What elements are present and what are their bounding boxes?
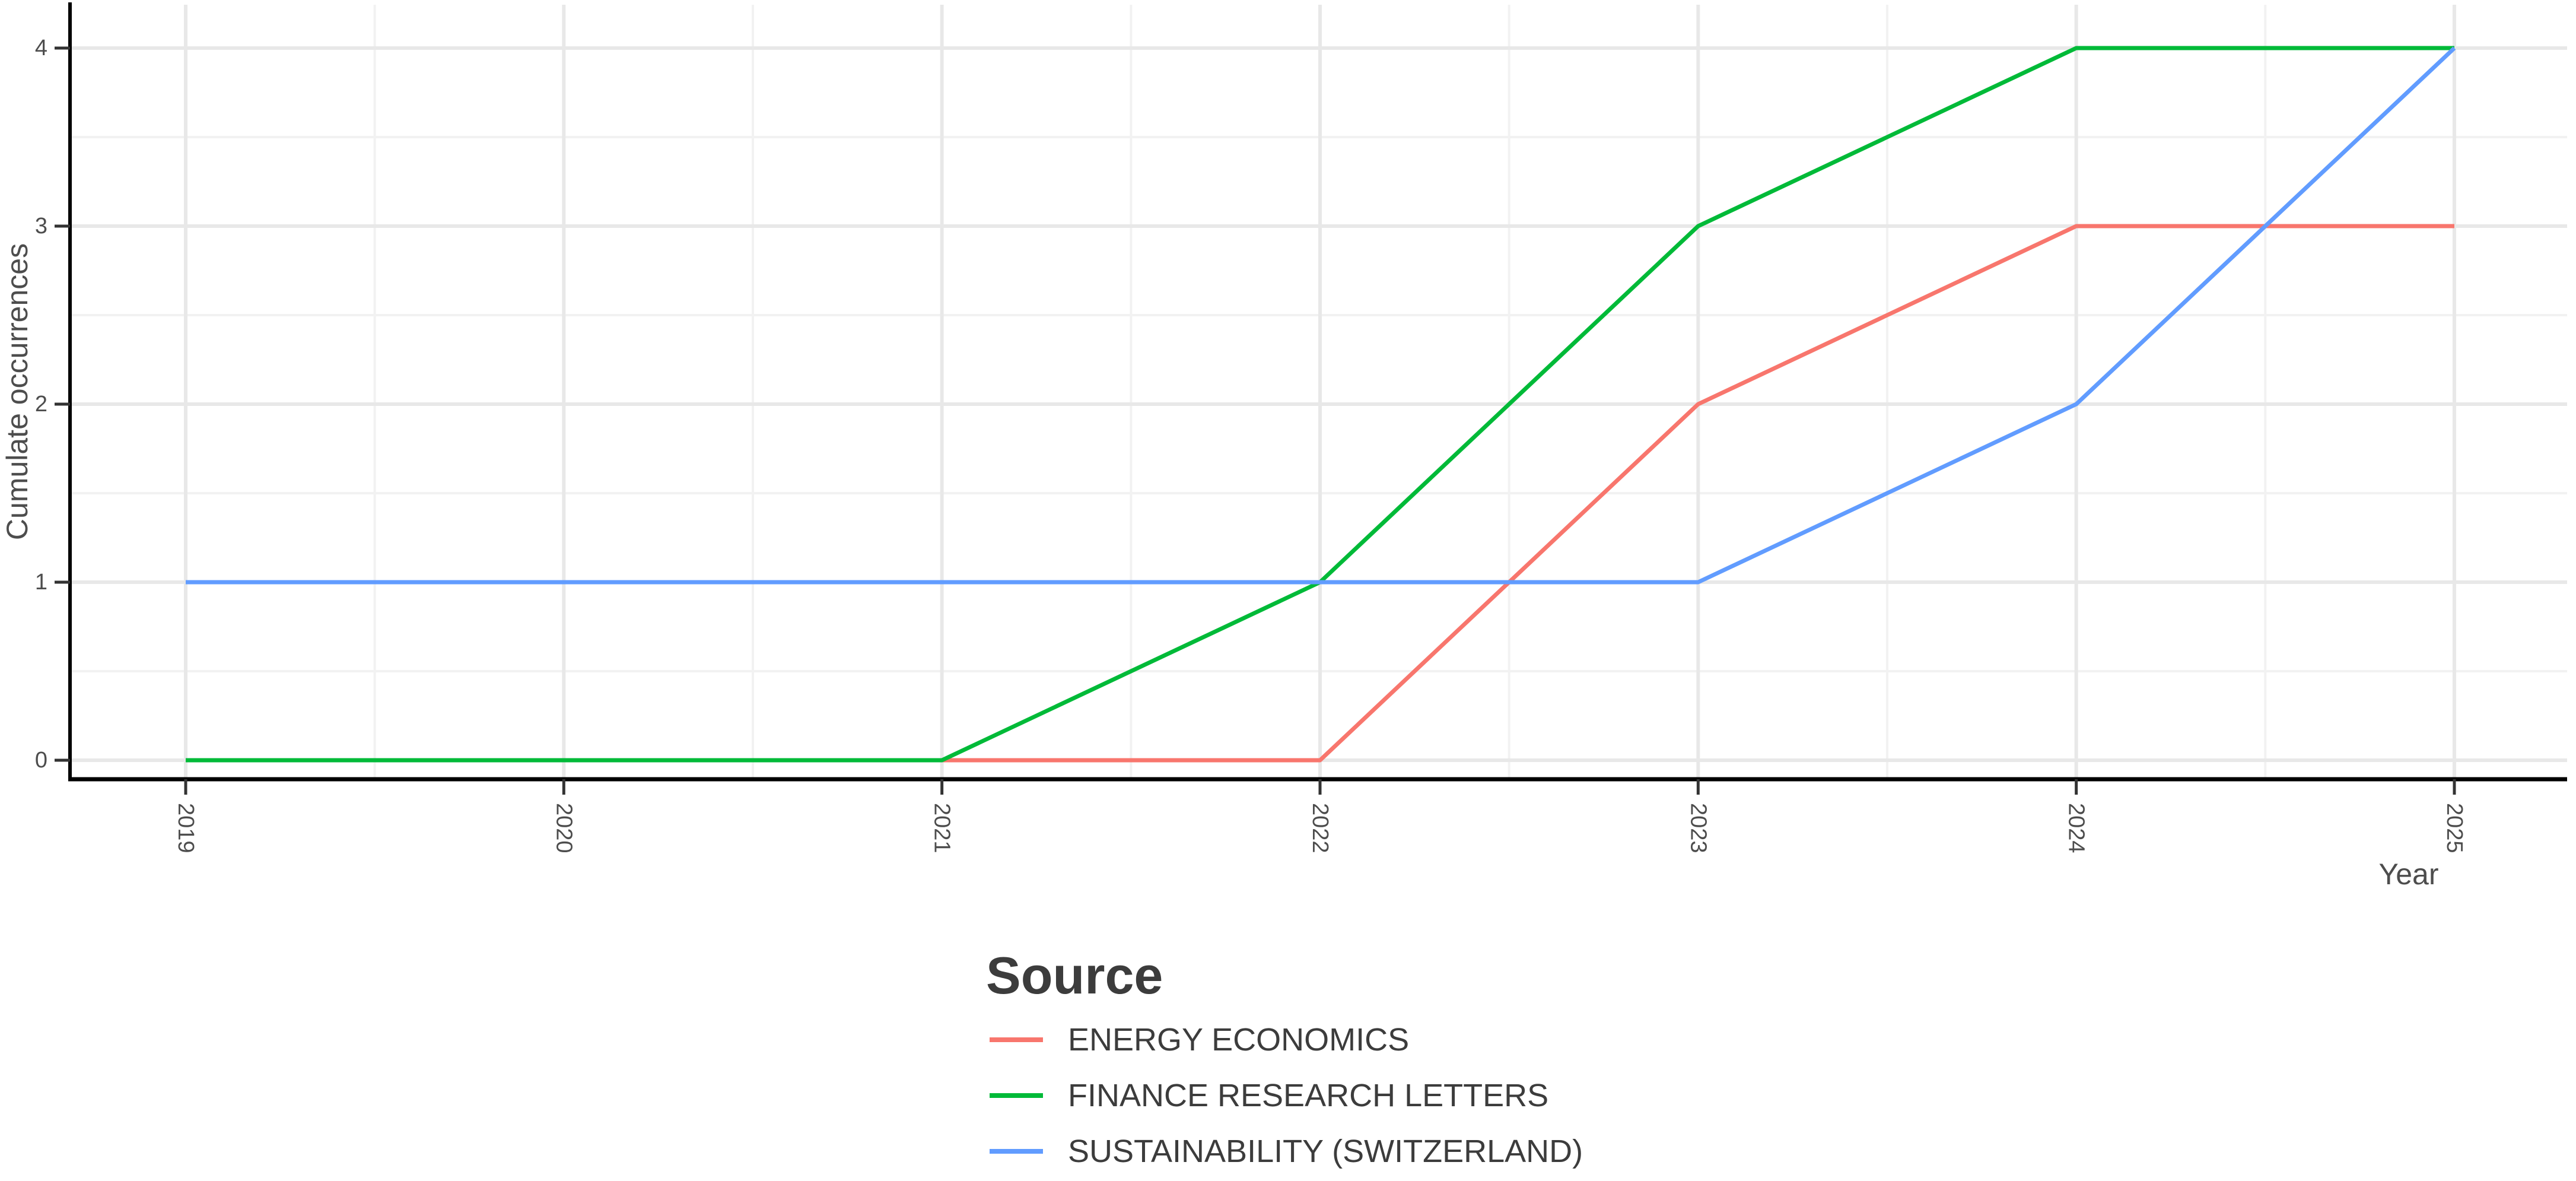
legend-entries: ENERGY ECONOMICS FINANCE RESEARCH LETTERS… xyxy=(990,1022,1583,1169)
legend-title: Source xyxy=(986,946,1163,1005)
x-axis-ticks: 2019 2020 2021 2022 2023 2024 2025 xyxy=(173,779,2467,853)
legend-label-finance-research-letters: FINANCE RESEARCH LETTERS xyxy=(1068,1078,1548,1113)
series-line-sustainability-switzerland xyxy=(186,46,2456,585)
x-tick-label-2023: 2023 xyxy=(1685,803,1710,853)
y-tick-label-0: 0 xyxy=(35,748,47,773)
x-tick-label-2024: 2024 xyxy=(2064,803,2089,853)
legend-label-energy-economics: ENERGY ECONOMICS xyxy=(1068,1022,1409,1058)
legend-label-sustainability-switzerland: SUSTAINABILITY (SWITZERLAND) xyxy=(1068,1134,1583,1169)
x-tick-label-2025: 2025 xyxy=(2442,803,2467,853)
x-axis-title: Year xyxy=(2378,858,2438,891)
y-tick-label-4: 4 xyxy=(35,36,47,61)
y-tick-label-3: 3 xyxy=(35,214,47,239)
x-tick-label-2020: 2020 xyxy=(551,803,576,853)
y-tick-label-2: 2 xyxy=(35,392,47,417)
x-tick-label-2022: 2022 xyxy=(1308,803,1332,853)
axes xyxy=(68,2,2567,782)
y-axis-ticks: 0 1 2 3 4 xyxy=(35,36,70,773)
x-tick-label-2019: 2019 xyxy=(173,803,198,853)
legend: Source ENERGY ECONOMICS FINANCE RESEARCH … xyxy=(986,946,1583,1169)
series-lines xyxy=(186,46,2456,763)
y-axis-title: Cumulate occurrences xyxy=(1,243,34,540)
y-tick-label-1: 1 xyxy=(35,570,47,595)
x-tick-label-2021: 2021 xyxy=(930,803,955,853)
